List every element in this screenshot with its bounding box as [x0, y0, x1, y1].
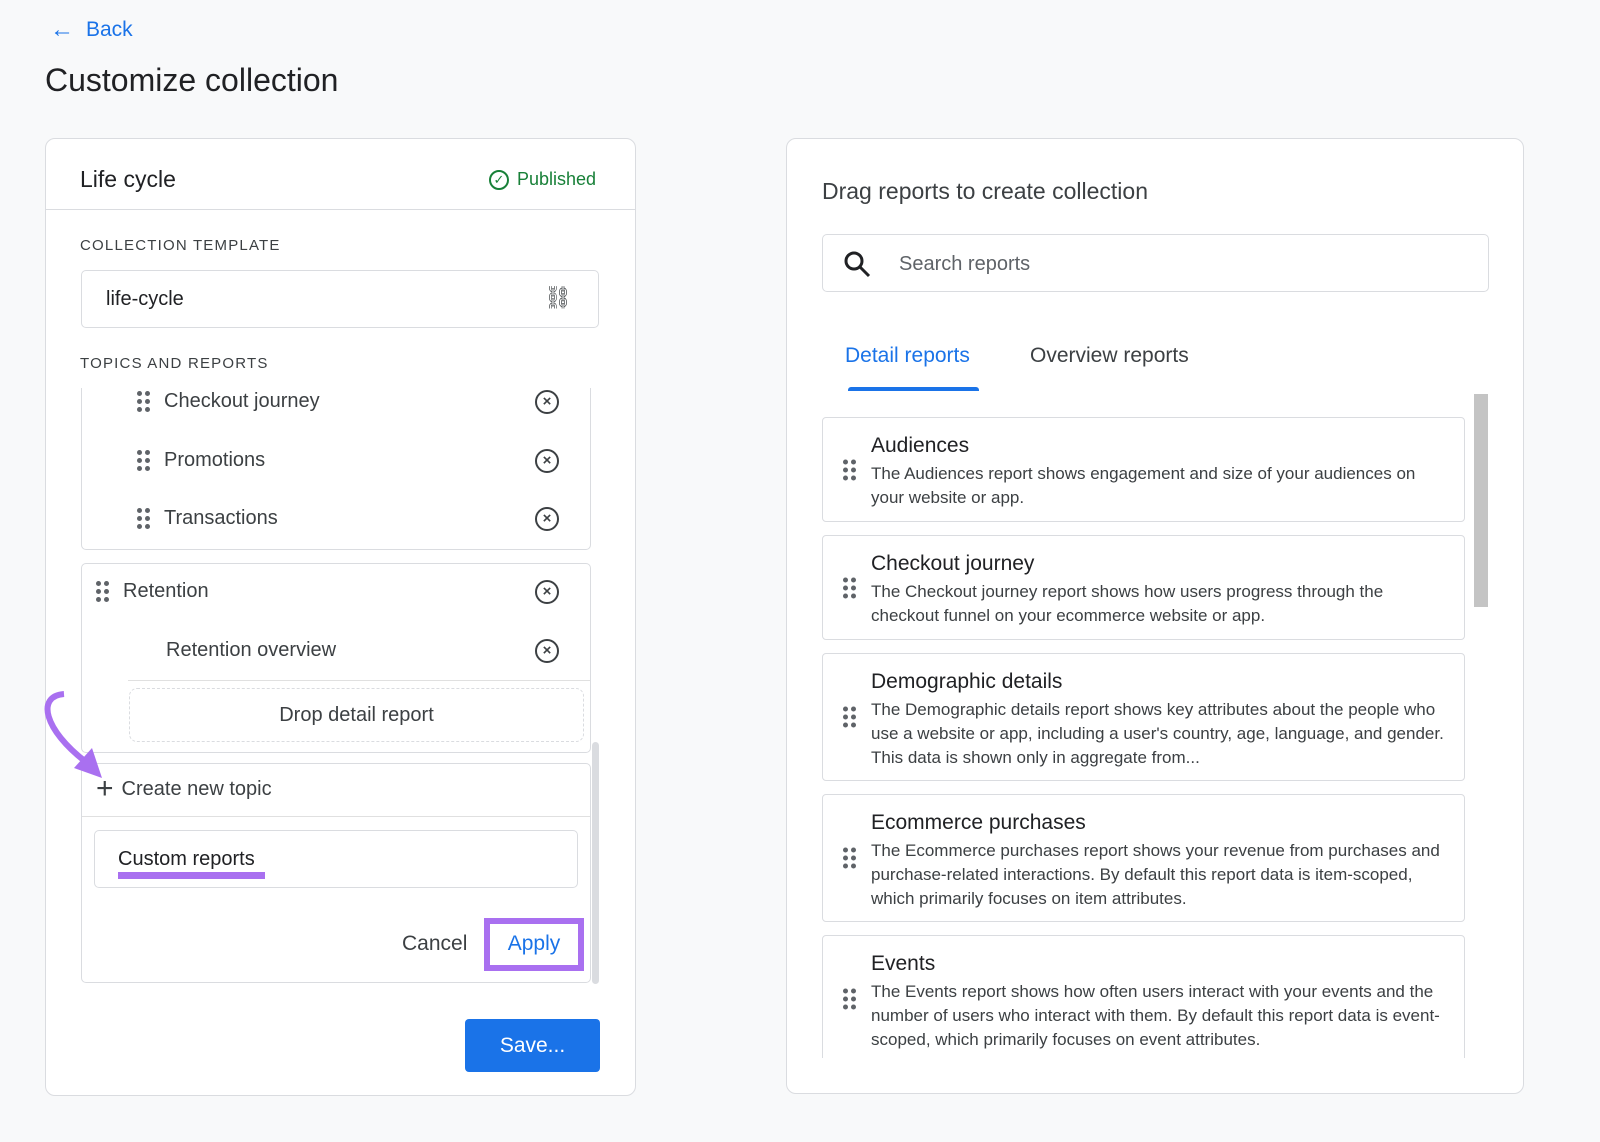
annotation-underline: [118, 872, 265, 879]
report-card[interactable]: Ecommerce purchases The Ecommerce purchas…: [822, 794, 1465, 922]
drag-handle-icon[interactable]: [843, 706, 856, 728]
tab-overview-reports[interactable]: Overview reports: [1030, 344, 1189, 367]
report-card[interactable]: Audiences The Audiences report shows enga…: [822, 417, 1465, 522]
report-item[interactable]: Checkout journey: [137, 390, 320, 413]
search-icon: [844, 251, 871, 278]
topic-group-retention: [81, 563, 591, 753]
status-badge: ✓ Published: [489, 169, 596, 190]
report-card[interactable]: Demographic details The Demographic detai…: [822, 653, 1465, 781]
report-card[interactable]: Checkout journey The Checkout journey rep…: [822, 535, 1465, 640]
drag-handle-icon[interactable]: [843, 577, 856, 598]
unlink-icon[interactable]: ⛓: [544, 285, 572, 310]
report-card[interactable]: Events The Events report shows how often …: [822, 935, 1465, 1063]
plus-icon: +: [96, 772, 114, 805]
apply-button[interactable]: Apply: [484, 918, 584, 971]
template-label: COLLECTION TEMPLATE: [80, 237, 281, 254]
report-item[interactable]: Transactions: [137, 507, 278, 530]
drag-handle-icon[interactable]: [96, 581, 109, 602]
topic-item[interactable]: Retention: [96, 580, 209, 603]
search-input[interactable]: Search reports: [822, 234, 1489, 292]
remove-icon[interactable]: ×: [535, 639, 559, 663]
drag-handle-icon[interactable]: [843, 459, 856, 480]
annotation-arrow-icon: [44, 691, 102, 778]
drop-zone[interactable]: Drop detail report: [129, 688, 584, 742]
remove-icon[interactable]: ×: [535, 580, 559, 604]
list-clip: [800, 1058, 1500, 1093]
divider: [128, 680, 590, 681]
scrollbar[interactable]: [592, 742, 599, 984]
drag-handle-icon[interactable]: [137, 450, 150, 471]
divider: [82, 816, 590, 817]
drag-handle-icon[interactable]: [843, 988, 856, 1010]
topic-name-input[interactable]: Custom reports: [94, 830, 578, 888]
report-item[interactable]: Retention overview: [166, 639, 337, 661]
drag-handle-icon[interactable]: [137, 508, 150, 529]
remove-icon[interactable]: ×: [535, 449, 559, 473]
drag-handle-icon[interactable]: [843, 847, 856, 869]
check-circle-icon: ✓: [489, 169, 509, 190]
scrollbar[interactable]: [1474, 394, 1488, 607]
remove-icon[interactable]: ×: [535, 507, 559, 531]
drag-handle-icon[interactable]: [137, 391, 150, 412]
topic-group: [81, 388, 591, 550]
report-item[interactable]: Promotions: [137, 449, 265, 472]
arrow-left-icon: ←: [50, 16, 74, 43]
topics-label: TOPICS AND REPORTS: [80, 355, 269, 372]
divider: [46, 209, 635, 210]
collection-name: Life cycle: [80, 166, 176, 192]
remove-icon[interactable]: ×: [535, 390, 559, 414]
tab-active-indicator: [848, 387, 979, 391]
page-title: Customize collection: [45, 62, 339, 98]
cancel-button[interactable]: Cancel: [402, 932, 468, 955]
create-topic-button[interactable]: + Create new topic: [96, 772, 272, 805]
library-title: Drag reports to create collection: [822, 178, 1148, 204]
template-field[interactable]: life-cycle ⛓: [81, 270, 599, 328]
back-link[interactable]: ← Back: [50, 16, 133, 43]
tab-detail-reports[interactable]: Detail reports: [845, 344, 970, 367]
save-button[interactable]: Save...: [465, 1019, 600, 1072]
